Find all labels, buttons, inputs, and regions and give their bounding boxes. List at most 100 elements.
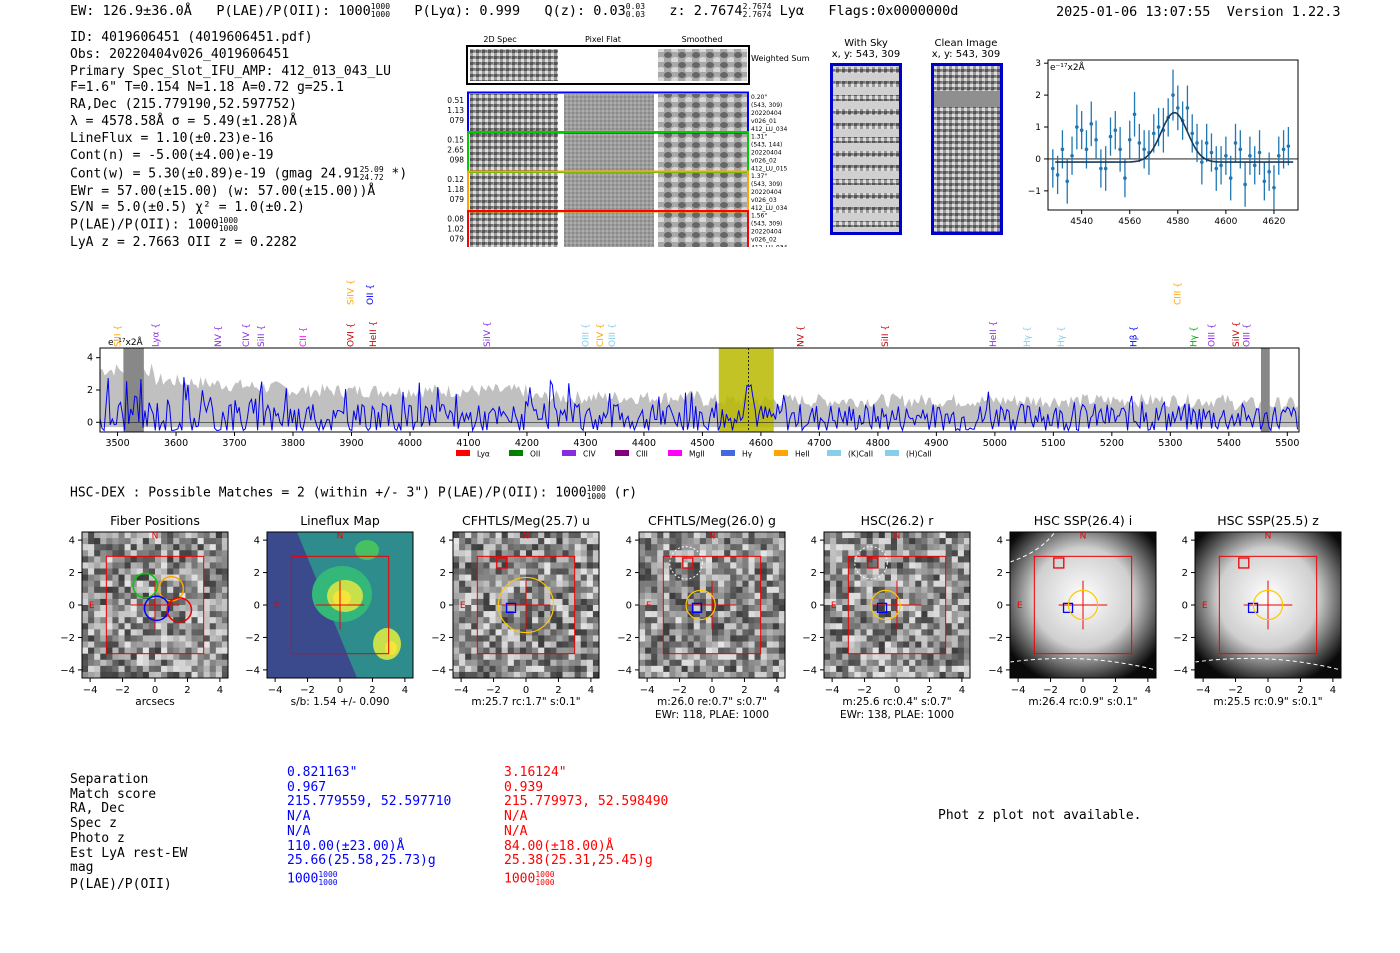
- east-label: E: [274, 601, 280, 611]
- header-z-lo: 2.7674: [742, 10, 772, 19]
- data-point: [1190, 131, 1195, 136]
- x-tick-label: −4: [640, 685, 655, 696]
- info-sn: S/N = 5.0(±0.5) χ² = 1.0(±0.2): [70, 200, 305, 216]
- north-label: N: [1265, 531, 1272, 541]
- x-tick-label: 0: [1265, 685, 1271, 696]
- hsc-title-hi: 1000: [586, 484, 606, 493]
- search-box: [105, 555, 205, 655]
- aperture-circle: [1252, 589, 1284, 621]
- header-plae-hi: 1000: [370, 2, 391, 11]
- x-tick-label: 0: [523, 685, 529, 696]
- table-cell: 0.967: [287, 779, 327, 795]
- data-point: [1209, 150, 1214, 155]
- legend-swatch: [827, 450, 841, 456]
- table-cell: 0.939: [504, 779, 544, 795]
- x-tick-label: 5500: [1275, 438, 1299, 449]
- header-z-hi: 2.7674: [742, 2, 772, 11]
- x-tick-label: 4200: [515, 438, 539, 449]
- cutout-right-value: 412_LU_034: [751, 126, 788, 133]
- spectral-line-label: CIV {: [596, 323, 606, 347]
- fiber-circle: [143, 595, 170, 622]
- data-point: [1171, 93, 1175, 97]
- cutout-right-value: 0.20": [751, 94, 767, 101]
- data-point: [1257, 150, 1262, 155]
- data-point: [1123, 176, 1127, 180]
- x-tick-label: 0: [337, 685, 343, 696]
- table-cell: N/A: [504, 823, 528, 839]
- y-tick-label: 0: [997, 601, 1003, 612]
- table-label: Est LyA rest-EW: [70, 845, 188, 861]
- data-point: [1204, 141, 1209, 145]
- stamp-title: HSC SSP(25.5) z: [1217, 513, 1319, 528]
- sky-stripe: [830, 151, 902, 157]
- aperture-circle: [685, 589, 716, 621]
- y-tick-label: −4: [988, 665, 1003, 676]
- east-label: E: [1202, 601, 1208, 611]
- y-tick-label: −2: [988, 633, 1003, 644]
- cutout-left-value: 1.13: [447, 106, 464, 115]
- sky-stripe: [830, 95, 902, 101]
- table-frac-lo: 1000: [318, 877, 338, 887]
- x-tick-label: −2: [857, 685, 872, 696]
- stamp-smooth: HSC SSP(25.5) z N E −4 −4 −2 −2 0 0 2 2 4 4 m:25.5 rc…: [1173, 513, 1342, 708]
- data-point: [1238, 147, 1243, 152]
- cutout-right-value: 1.31": [751, 134, 767, 141]
- data-point: [1176, 106, 1180, 110]
- x-tick-label: 4620: [1263, 217, 1286, 227]
- x-tick-label: 2: [184, 685, 190, 696]
- x-tick-label: 2: [1112, 685, 1118, 696]
- data-point: [1286, 144, 1291, 148]
- x-tick-label: −4: [454, 685, 469, 696]
- stamp-caption: m:25.5 rc:0.9" s:0.1": [1213, 696, 1322, 708]
- x-tick-label: 4: [959, 685, 965, 696]
- cutout-col-label: Smoothed: [682, 35, 723, 44]
- x-tick-label: 4300: [573, 438, 597, 449]
- data-point: [1084, 147, 1089, 152]
- x-tick-label: 4500: [690, 438, 714, 449]
- cutout-left-value: 0.15: [447, 136, 464, 145]
- data-point: [1262, 179, 1267, 184]
- header-plae: P(LAE)/P(OII): 1000: [216, 3, 371, 19]
- sky-stripes: [830, 63, 902, 235]
- y-tick-label: 4: [997, 536, 1003, 547]
- cutout-left-value: 0.51: [447, 96, 464, 105]
- stamp-title: Lineflux Map: [300, 513, 380, 528]
- data-point: [1219, 163, 1223, 168]
- north-label: N: [1080, 531, 1087, 541]
- east-label: E: [89, 601, 95, 611]
- cutout-right-value: 1.56": [751, 213, 767, 220]
- cutout-col-label: 2D Spec: [483, 35, 516, 44]
- legend-label: CIII: [636, 450, 648, 459]
- y-tick-label: 4: [626, 536, 632, 547]
- x-tick-label: 2: [926, 685, 932, 696]
- stamp-noise: CFHTLS/Meg(25.7) u N E −4 −4 −2 −2 0 0 2 2 4 4 m:25.7…: [431, 513, 600, 708]
- header-plya: P(Lyα): 0.999: [414, 3, 521, 19]
- sky-stripe: [830, 123, 902, 129]
- data-point: [1060, 147, 1065, 152]
- data-point: [1281, 147, 1286, 152]
- header-line: Lyα: [779, 3, 804, 19]
- legend-label: MgII: [689, 450, 705, 459]
- x-tick-label: 2: [555, 685, 561, 696]
- table-label: Match score: [70, 786, 157, 802]
- y-tick-label: 2: [87, 385, 93, 396]
- x-tick-label: −2: [672, 685, 687, 696]
- cutout-right-value: 412_LU_034: [751, 205, 788, 212]
- counterpart-box: [1053, 557, 1065, 569]
- detection-info: ID: 4019606451 (4019606451.pdf) Obs: 202…: [70, 30, 407, 251]
- weighted-sum-smooth: [658, 49, 747, 81]
- cutout-right-value: 412_LU_034: [751, 245, 788, 248]
- spectral-line-label: OIII {: [1207, 323, 1217, 347]
- table-cell: N/A: [287, 809, 311, 825]
- x-tick-label: −4: [83, 685, 98, 696]
- data-point: [1118, 147, 1122, 152]
- data-point: [1127, 137, 1132, 142]
- y-tick-label: 4: [69, 536, 75, 547]
- counterpart-box: [496, 557, 508, 569]
- counterpart-box: [867, 557, 879, 569]
- x-tick-label: 4400: [632, 438, 656, 449]
- y-tick-label: −1: [1028, 187, 1041, 197]
- table-frac-hi: 1000: [318, 869, 338, 879]
- x-tick-label: −4: [1011, 685, 1026, 696]
- x-tick-label: 4: [217, 685, 223, 696]
